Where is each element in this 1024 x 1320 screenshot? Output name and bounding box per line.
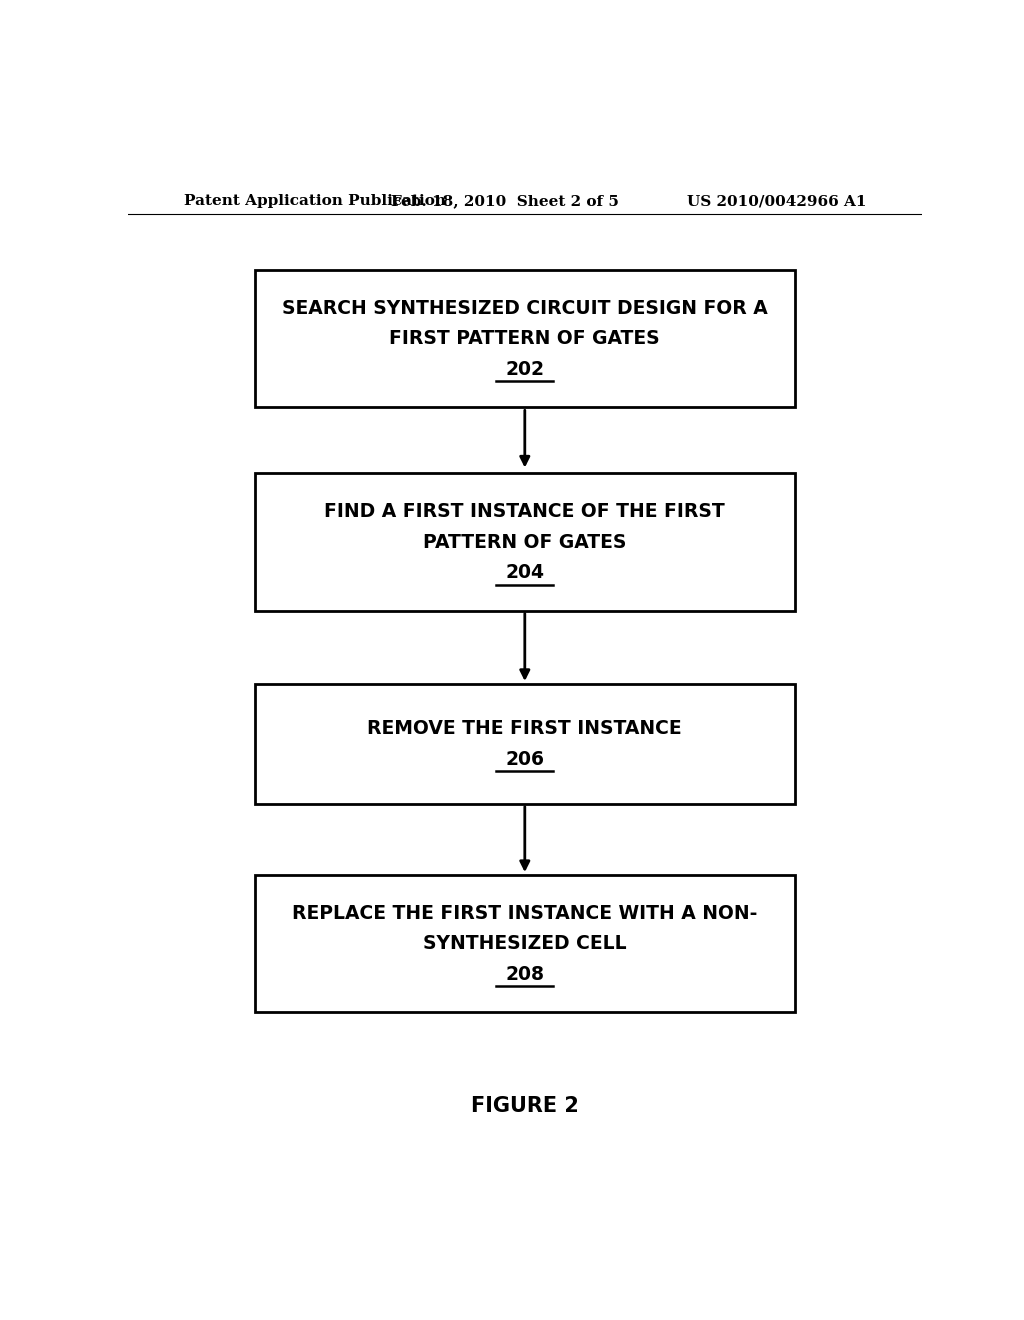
- Text: 208: 208: [505, 965, 545, 983]
- Text: FIND A FIRST INSTANCE OF THE FIRST: FIND A FIRST INSTANCE OF THE FIRST: [325, 502, 725, 521]
- Text: US 2010/0042966 A1: US 2010/0042966 A1: [686, 194, 866, 209]
- Bar: [255, 271, 795, 408]
- Text: SYNTHESIZED CELL: SYNTHESIZED CELL: [423, 935, 627, 953]
- Text: 204: 204: [505, 564, 545, 582]
- Text: 206: 206: [505, 750, 545, 768]
- Bar: [255, 684, 795, 804]
- Bar: [255, 474, 795, 611]
- Text: FIGURE 2: FIGURE 2: [471, 1096, 579, 1115]
- Text: PATTERN OF GATES: PATTERN OF GATES: [423, 532, 627, 552]
- Text: Patent Application Publication: Patent Application Publication: [183, 194, 445, 209]
- Text: FIRST PATTERN OF GATES: FIRST PATTERN OF GATES: [389, 329, 660, 348]
- Text: REMOVE THE FIRST INSTANCE: REMOVE THE FIRST INSTANCE: [368, 719, 682, 738]
- Text: SEARCH SYNTHESIZED CIRCUIT DESIGN FOR A: SEARCH SYNTHESIZED CIRCUIT DESIGN FOR A: [282, 298, 768, 318]
- Text: REPLACE THE FIRST INSTANCE WITH A NON-: REPLACE THE FIRST INSTANCE WITH A NON-: [292, 904, 758, 923]
- Text: Feb. 18, 2010  Sheet 2 of 5: Feb. 18, 2010 Sheet 2 of 5: [391, 194, 618, 209]
- Text: 202: 202: [505, 360, 545, 379]
- Bar: [255, 875, 795, 1012]
